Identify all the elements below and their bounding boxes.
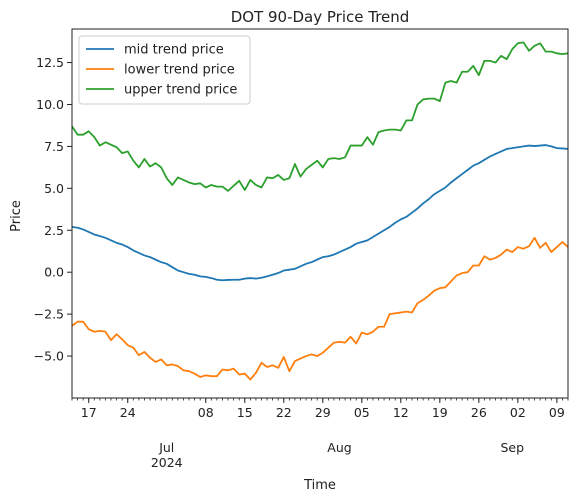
y-tick-label: 2.5 bbox=[44, 223, 64, 238]
y-tick-label: 5.0 bbox=[44, 181, 64, 196]
legend-label: lower trend price bbox=[124, 63, 235, 78]
legend-label: upper trend price bbox=[124, 83, 237, 98]
series-line-lower-trend-price bbox=[71, 236, 569, 381]
plot-frame bbox=[71, 28, 569, 399]
x-tick-label: 12 bbox=[393, 405, 409, 420]
legend-label: mid trend price bbox=[124, 43, 224, 58]
x-tick-label: 29 bbox=[315, 405, 331, 420]
y-tick-label: −2.5 bbox=[34, 307, 64, 322]
x-tick-label: 26 bbox=[471, 405, 487, 420]
legend: mid trend price lower trend price upper tr… bbox=[78, 35, 251, 105]
x-tick-label: 05 bbox=[354, 405, 370, 420]
x-month-label: Sep bbox=[500, 440, 524, 455]
x-tick-label: 09 bbox=[549, 405, 565, 420]
x-month-label: 2024 bbox=[151, 455, 183, 470]
x-axis-label: Time bbox=[303, 478, 336, 493]
y-tick-label: 0.0 bbox=[44, 265, 64, 280]
legend-box bbox=[78, 35, 251, 105]
x-tick-label: 08 bbox=[198, 405, 214, 420]
x-tick-label: 19 bbox=[432, 405, 448, 420]
x-tick-label: 02 bbox=[510, 405, 526, 420]
x-tick-label: 22 bbox=[276, 405, 292, 420]
x-month-label: Jul bbox=[158, 440, 174, 455]
series-line-upper-trend-price bbox=[71, 41, 569, 192]
y-tick-label: 10.0 bbox=[36, 97, 64, 112]
x-tick-label: 15 bbox=[237, 405, 253, 420]
y-tick-label: −5.0 bbox=[34, 349, 64, 364]
y-tick-label: 7.5 bbox=[44, 139, 64, 154]
x-month-label: Aug bbox=[327, 440, 351, 455]
chart-title: DOT 90-Day Price Trend bbox=[231, 8, 410, 26]
x-tick-label: 17 bbox=[81, 405, 97, 420]
x-tick-label: 24 bbox=[120, 405, 136, 420]
plot-area bbox=[71, 41, 569, 381]
series-line-mid-trend-price bbox=[71, 144, 569, 282]
y-tick-label: 12.5 bbox=[36, 55, 64, 70]
y-axis-label: Price bbox=[9, 200, 24, 232]
y-axis: −5.0 −2.5 0.0 2.5 5.0 7.5 10.0 12.5 bbox=[34, 55, 72, 364]
